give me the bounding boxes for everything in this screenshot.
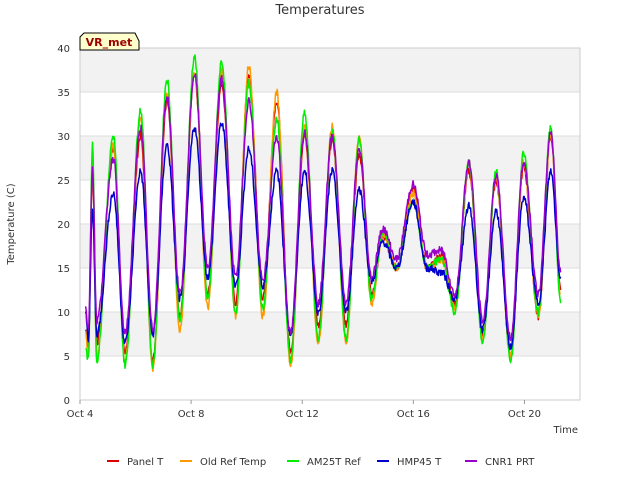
plot-band: [80, 48, 580, 92]
y-tick-label: 30: [57, 132, 70, 143]
legend-label-cnr1-prt: CNR1 PRT: [485, 457, 535, 468]
y-tick-label: 10: [57, 308, 70, 319]
series-line-cnr1-prt: [84, 73, 562, 342]
x-tick-label: Oct 20: [508, 409, 541, 420]
legend-label-panel-t: Panel T: [127, 457, 164, 468]
y-tick-label: 0: [64, 396, 70, 407]
x-axis-label: Time: [553, 425, 578, 436]
plot-band: [80, 180, 580, 224]
y-tick-label: 15: [57, 264, 70, 275]
x-tick-label: Oct 16: [397, 409, 430, 420]
series-line-hmp45-t: [84, 122, 562, 351]
y-axis-ticks: 0 5 10 15 20 25 30 35 40: [57, 44, 70, 407]
plot-band: [80, 268, 580, 312]
y-tick-label: 5: [64, 352, 70, 363]
badge-label: VR_met: [86, 36, 133, 49]
y-tick-label: 40: [57, 44, 70, 55]
legend-label-old-ref-temp: Old Ref Temp: [200, 457, 266, 468]
plot-band: [80, 224, 580, 268]
x-axis-ticks: Oct 4 Oct 8 Oct 12 Oct 16 Oct 20: [67, 400, 541, 420]
y-tick-label: 25: [57, 176, 70, 187]
y-tick-label: 20: [57, 220, 70, 231]
legend: Panel T Old Ref Temp AM25T Ref HMP45 T CNR1 …: [107, 457, 535, 468]
chart-title: Temperatures: [274, 3, 364, 18]
y-axis-label: Temperature (C): [6, 183, 17, 265]
x-tick-label: Oct 12: [286, 409, 319, 420]
badge-shape: [79, 32, 140, 51]
series-lines: [84, 54, 562, 373]
plot-frame: [79, 47, 581, 401]
plot-band: [80, 356, 580, 400]
plot-band: [80, 92, 580, 136]
y-tick-label: 35: [57, 88, 70, 99]
vr-met-badge: VR_met: [79, 32, 140, 51]
x-tick-label: Oct 4: [67, 409, 94, 420]
legend-label-am25t-ref: AM25T Ref: [307, 457, 361, 468]
plot-band: [80, 312, 580, 356]
legend-label-hmp45-t: HMP45 T: [397, 457, 442, 468]
x-tick-label: Oct 8: [178, 409, 205, 420]
